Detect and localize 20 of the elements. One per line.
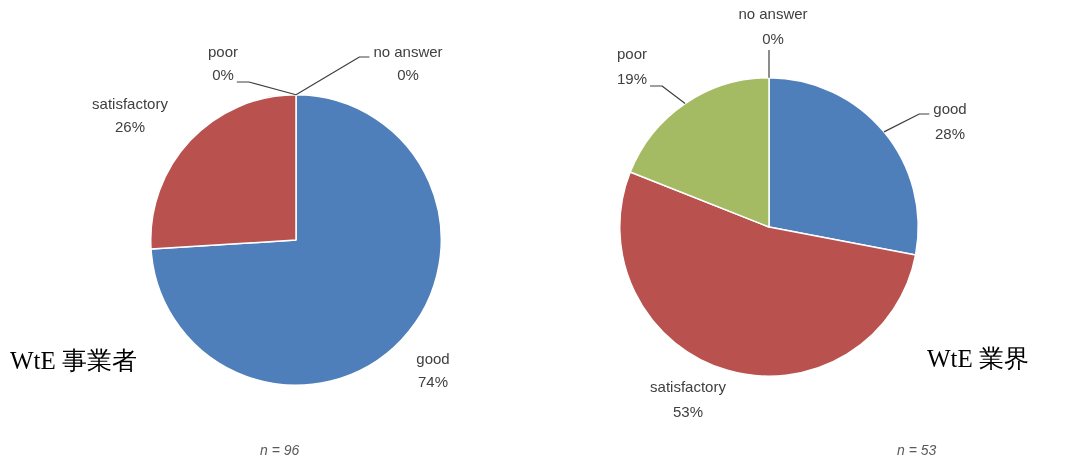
category-label: no answer — [373, 43, 443, 61]
data-label: 19% — [616, 70, 648, 88]
data-label: 28% — [934, 125, 966, 143]
category-label: poor — [207, 43, 239, 61]
category-label: no answer — [738, 5, 808, 23]
slice-label: good — [416, 350, 450, 368]
text: n = 53 — [897, 442, 937, 459]
text: WtE 業界 — [927, 344, 1030, 374]
text: WtE 事業者 — [10, 346, 138, 376]
data-label: 53% — [672, 403, 704, 421]
data-label: 74% — [417, 373, 449, 391]
slice-label: satisfactory — [650, 378, 727, 396]
text: 0% — [762, 30, 784, 48]
text: n = 96 — [260, 442, 300, 459]
text: 0% — [397, 66, 419, 84]
slice-label: satisfactory — [92, 95, 169, 113]
slice-label: poor — [616, 45, 648, 63]
data-label: 26% — [114, 118, 146, 136]
text: 0% — [212, 66, 234, 84]
slice-label: good — [933, 100, 967, 118]
